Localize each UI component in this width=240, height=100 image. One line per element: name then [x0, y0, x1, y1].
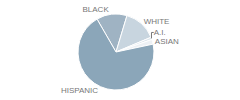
svg-text:HISPANIC: HISPANIC: [61, 86, 98, 95]
svg-text:ASIAN: ASIAN: [155, 37, 179, 46]
svg-text:A.I.: A.I.: [154, 28, 166, 37]
svg-text:BLACK: BLACK: [82, 5, 109, 14]
svg-text:WHITE: WHITE: [144, 17, 170, 26]
